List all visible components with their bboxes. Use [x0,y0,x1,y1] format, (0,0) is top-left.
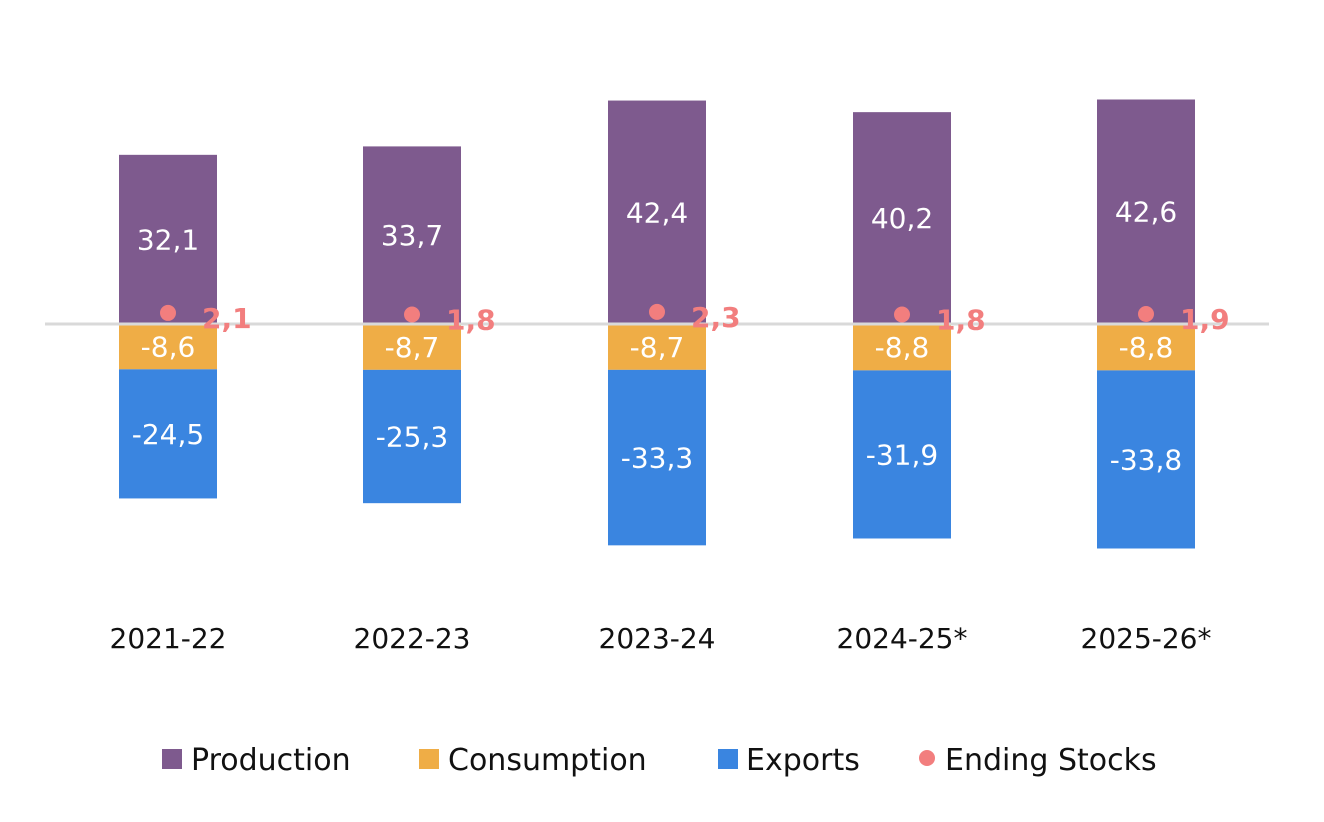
x-tick-label-4: 2025-26* [1081,622,1212,655]
x-axis-ticks: 2021-22 2022-23 2023-24 2024-25* 2025-26* [110,622,1212,655]
bar-consumption-4 [1097,324,1195,371]
data-label-ending-stocks-2: 2,3 [691,301,741,334]
labels: 32,1 -8,6 -24,5 2,1 33,7 -8,7 -25,3 1,8 42,4 -8,7… [132,196,1230,477]
bar-production-0 [119,154,217,324]
point-ending-stocks-3 [894,306,910,323]
bar-exports-4 [1097,370,1195,549]
legend-label-exports: Exports [746,743,860,778]
x-tick-label-0: 2021-22 [110,622,227,655]
data-label-production-1: 33,7 [381,219,443,252]
bar-exports-0 [119,369,217,499]
bar-consumption-0 [119,324,217,370]
bar-production-1 [363,146,461,324]
data-label-consumption-3: -8,8 [875,331,930,364]
points [160,303,1154,323]
bar-production-3 [853,112,951,325]
data-label-production-0: 32,1 [137,223,199,256]
data-label-production-3: 40,2 [871,202,933,235]
x-tick-label-2: 2023-24 [599,622,716,655]
data-label-consumption-2: -8,7 [630,331,685,364]
legend-label-production: Production [191,743,351,778]
bar-exports-2 [608,369,706,546]
x-tick-label-3: 2024-25* [837,622,968,655]
bar-consumption-1 [363,324,461,370]
data-label-exports-3: -31,9 [866,438,938,471]
point-ending-stocks-4 [1138,305,1154,322]
bar-production-2 [608,100,706,324]
data-label-ending-stocks-1: 1,8 [446,304,496,337]
data-label-exports-2: -33,3 [621,442,693,475]
data-label-consumption-0: -8,6 [141,331,196,364]
data-label-exports-1: -25,3 [376,421,448,454]
bar-exports-1 [363,369,461,504]
legend-label-consumption: Consumption [448,743,647,778]
data-label-ending-stocks-0: 2,1 [202,302,252,335]
legend-swatch-consumption [419,749,439,769]
point-ending-stocks-2 [649,303,665,320]
bar-exports-3 [853,370,951,539]
x-tick-label-1: 2022-23 [354,622,471,655]
point-ending-stocks-1 [404,306,420,323]
data-label-consumption-1: -8,7 [385,331,440,364]
data-label-production-4: 42,6 [1115,196,1177,229]
data-label-exports-0: -24,5 [132,418,204,451]
legend-swatch-exports [718,749,738,769]
data-label-production-2: 42,4 [626,196,688,229]
bar-production-4 [1097,99,1195,324]
legend-swatch-ending-stocks [919,750,935,766]
bar-consumption-3 [853,324,951,371]
data-label-consumption-4: -8,8 [1119,331,1174,364]
legend-label-ending-stocks: Ending Stocks [945,743,1157,778]
data-label-ending-stocks-3: 1,8 [936,304,986,337]
bar-consumption-2 [608,324,706,370]
legend: Production Consumption Exports Ending Stock… [162,743,1157,778]
point-ending-stocks-0 [160,304,176,321]
data-label-exports-4: -33,8 [1110,443,1182,476]
bars [119,99,1195,549]
data-label-ending-stocks-4: 1,9 [1180,303,1230,336]
legend-swatch-production [162,749,182,769]
